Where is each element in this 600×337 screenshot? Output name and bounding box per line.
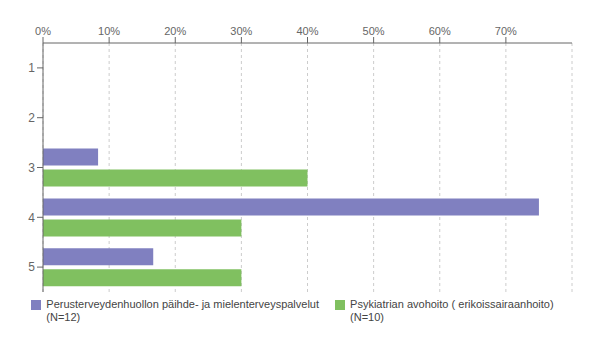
svg-text:50%: 50% — [363, 25, 385, 37]
html-text:Psykiatrian avohoito ( erikois: Psykiatrian avohoito ( erikoissairaanhoi… — [350, 298, 554, 323]
svg-text:1: 1 — [28, 61, 35, 75]
svg-text:60%: 60% — [429, 25, 451, 37]
svg-text:10%: 10% — [98, 25, 120, 37]
svg-text:20%: 20% — [164, 25, 186, 37]
svg-text:4: 4 — [28, 211, 35, 225]
svg-text:30%: 30% — [230, 25, 252, 37]
svg-text:70%: 70% — [495, 25, 517, 37]
svg-text:40%: 40% — [296, 25, 318, 37]
svg-text:5: 5 — [28, 260, 35, 274]
svg-text:2: 2 — [28, 111, 35, 125]
html-text:Perusterveydenhuollon päihde-: Perusterveydenhuollon päihde- ja mielent… — [46, 298, 319, 323]
svg-text:0%: 0% — [35, 25, 51, 37]
svg-text:3: 3 — [28, 161, 35, 175]
